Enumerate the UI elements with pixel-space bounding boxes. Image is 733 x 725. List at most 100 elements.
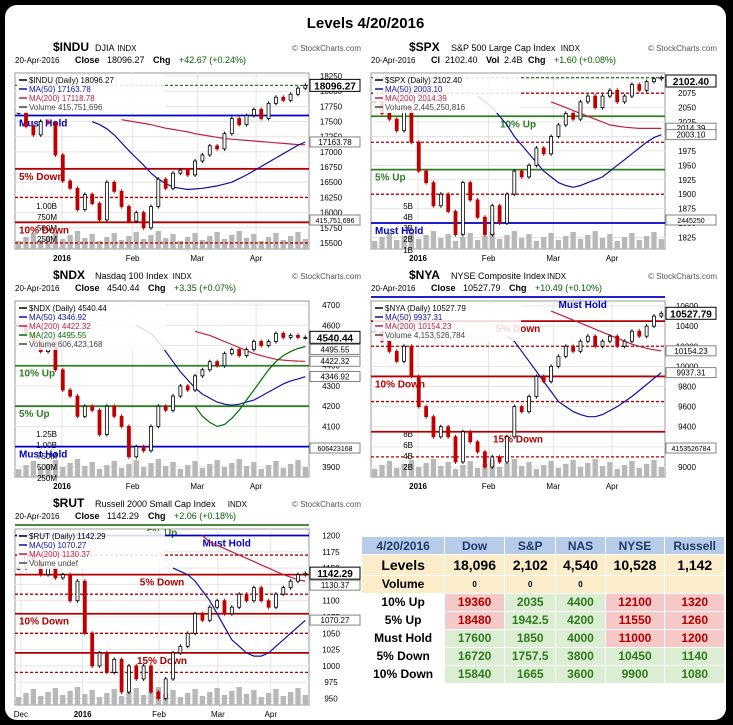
y-tick-label: 975	[324, 678, 338, 687]
volume-bar	[379, 465, 385, 477]
y-tick-label: 9400	[678, 423, 696, 432]
level-label: Must Hold	[19, 450, 67, 461]
price-candle	[424, 170, 429, 184]
price-candle	[659, 77, 664, 80]
chart-source: © StockCharts.com	[648, 272, 717, 281]
volume-bar	[386, 233, 393, 249]
summary-row-label: 10% Down	[360, 664, 446, 685]
volume-bar	[170, 462, 176, 477]
price-candle	[563, 112, 568, 126]
price-candle	[505, 193, 509, 224]
price-candle	[296, 87, 300, 95]
summary-cell: 1080	[664, 664, 725, 685]
volume-bar	[52, 460, 59, 477]
summary-cell: 1200	[664, 628, 725, 648]
price-candle	[38, 121, 43, 136]
volume-bar	[52, 688, 59, 705]
volume-bar	[74, 459, 81, 477]
volume-bar	[445, 234, 451, 249]
volume-bar	[251, 234, 257, 249]
volume-bar	[295, 460, 301, 477]
price-candle	[490, 456, 495, 468]
price-candle	[652, 78, 656, 83]
summary-cell: 4000	[555, 628, 606, 648]
volume-bar	[16, 469, 22, 477]
summary-cell: 11000	[604, 628, 666, 648]
ma200-line	[550, 101, 662, 129]
summary-cell: 15840	[444, 664, 505, 685]
volume-bar	[599, 466, 606, 477]
volume-bar	[295, 688, 301, 705]
summary-cell: 18,096	[444, 554, 505, 576]
price-tag-box	[309, 566, 361, 580]
volume-tick-label: 1B	[403, 246, 413, 255]
volume-bar	[163, 466, 169, 477]
price-candle	[556, 124, 561, 137]
summary-cell: 2035	[503, 592, 557, 612]
price-candle	[622, 95, 627, 103]
levels-summary-table: 4/20/2016 Dow S&P NAS NYSE Russell Level…	[360, 535, 725, 685]
chart-name: Russell 2000 Small Cap Index	[95, 499, 216, 509]
y-tick-label: 1175	[322, 548, 340, 557]
summary-cell: 4200	[555, 610, 606, 630]
chart-exchange: INDX	[547, 272, 567, 281]
price-candle	[82, 193, 87, 210]
price-candle	[274, 593, 278, 608]
y-tick-label: 1000	[322, 662, 340, 671]
volume-bar	[599, 238, 606, 249]
y-tick-label: 3900	[322, 463, 340, 472]
ma50-line	[506, 335, 662, 418]
volume-bar	[82, 694, 88, 705]
volume-tag-box	[665, 214, 717, 226]
ma-tag: 1070.27	[321, 616, 350, 625]
y-tick-label: 1200	[322, 532, 340, 541]
y-tick-label: 4700	[322, 301, 340, 310]
volume-bar	[30, 689, 37, 705]
chart-symbol: $RUT	[53, 496, 85, 510]
y-tick-label: 1825	[678, 233, 696, 242]
x-tick-label: Feb	[126, 254, 140, 263]
summary-row: 10% Up 19360 2035 4400 12100 1320	[360, 592, 725, 612]
price-candle	[266, 102, 271, 119]
price-candle	[460, 182, 465, 235]
volume-bar	[430, 231, 437, 249]
volume-bar	[118, 240, 125, 249]
volume-bar	[214, 460, 220, 477]
volume-bar	[563, 464, 569, 477]
volume-bar	[607, 234, 613, 249]
price-candle	[171, 395, 175, 411]
nya-chart-panel: $NYA NYSE Composite Index INDX © StockChart…	[369, 267, 721, 493]
y-tick-label: 9800	[678, 382, 696, 391]
volume-bar	[258, 469, 264, 477]
level-label: 5% Down	[140, 578, 184, 589]
volume-bar	[504, 463, 510, 477]
price-candle	[200, 369, 205, 377]
legend-box	[373, 75, 521, 113]
price-candle	[178, 169, 183, 174]
ma-tag: 4422.32	[321, 357, 350, 366]
ma200-line	[550, 310, 662, 352]
ma-tag: 4346.92	[321, 372, 350, 381]
volume-bar	[408, 232, 415, 249]
volume-bar	[199, 240, 206, 249]
price-candle	[644, 81, 649, 91]
ma200-line	[202, 535, 306, 582]
x-tick-label: Mar	[190, 482, 204, 491]
chart-frame: Levels 4/20/2016 $INDU DJIA INDX © StockCha…	[3, 3, 728, 722]
volume-tick-label: 1.25B	[36, 430, 57, 439]
price-candle	[288, 580, 293, 589]
indu-chart-svg: $INDU DJIA INDX © StockCharts.com 20-Apr-201…	[14, 40, 361, 263]
price-candle	[53, 122, 58, 156]
volume-bar	[280, 468, 286, 477]
volume-bar	[265, 237, 272, 249]
volume-bar	[243, 466, 250, 477]
y-tick-label: 1025	[322, 646, 340, 655]
x-tick-label: Apr	[606, 482, 619, 491]
price-candle	[82, 405, 87, 417]
price-candle	[112, 405, 117, 417]
summary-cell: 3600	[555, 664, 606, 685]
summary-row-label: 5% Down	[360, 646, 446, 666]
volume-bar	[372, 469, 378, 477]
y-tick-label: 1950	[678, 161, 696, 170]
price-candle	[607, 89, 612, 97]
